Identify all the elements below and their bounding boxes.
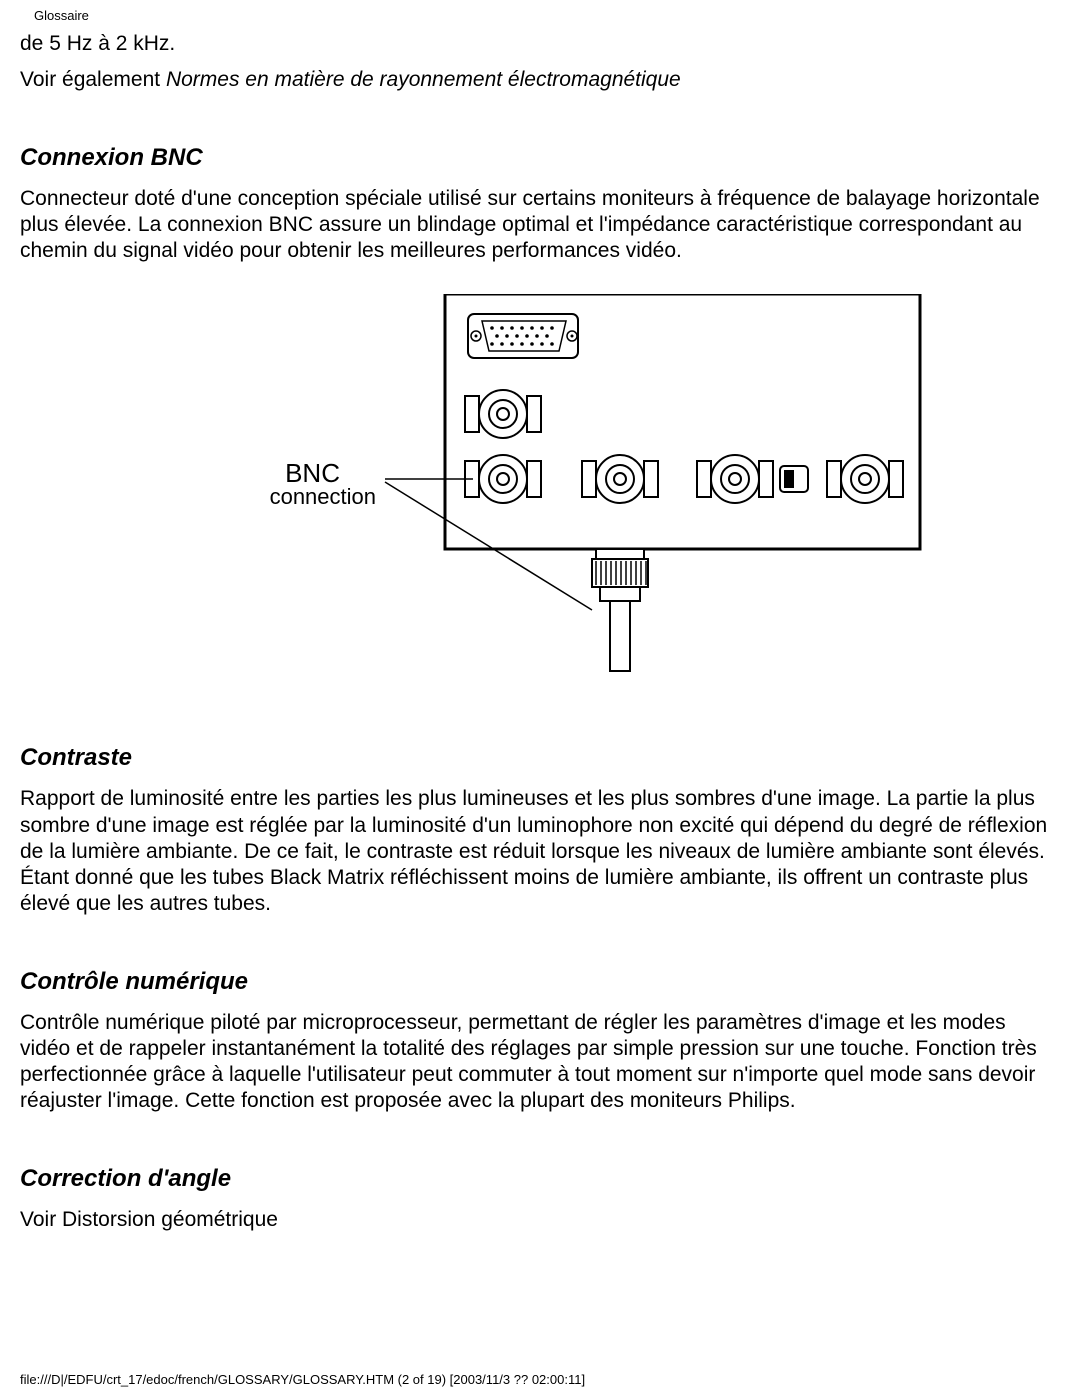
see-also-ref: Normes en matière de rayonnement électro… [166,68,681,91]
section-title-controle: Contrôle numérique [20,968,1060,996]
section-body-controle: Contrôle numérique piloté par microproce… [20,1010,1060,1115]
section-title-bnc: Connexion BNC [20,144,1060,172]
page-footer: file:///D|/EDFU/crt_17/edoc/french/GLOSS… [20,1372,585,1387]
bnc-diagram-svg: BNCconnection [140,294,940,694]
page-header: Glossaire [20,0,1060,27]
intro-fragment: de 5 Hz à 2 kHz. [20,31,1060,57]
section-body-bnc: Connecteur doté d'une conception spécial… [20,186,1060,265]
section-body-contraste: Rapport de luminosité entre les parties … [20,786,1060,917]
see-also-line: Voir également Normes en matière de rayo… [20,67,1060,93]
see-also-prefix: Voir également [20,68,166,91]
bnc-diagram: BNCconnection [20,294,1060,694]
section-title-correction: Correction d'angle [20,1165,1060,1193]
svg-text:connection: connection [270,484,376,509]
section-body-correction: Voir Distorsion géométrique [20,1207,1060,1233]
section-title-contraste: Contraste [20,744,1060,772]
